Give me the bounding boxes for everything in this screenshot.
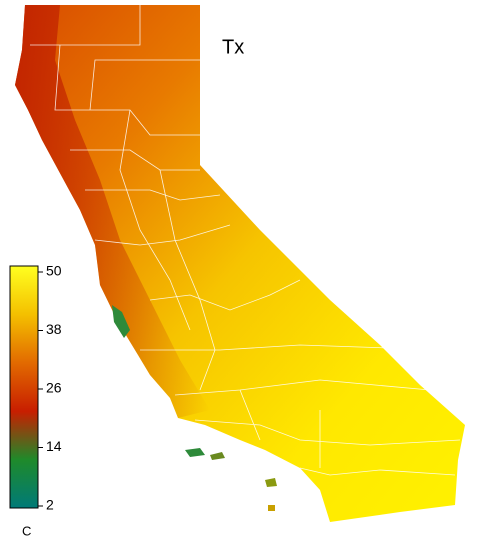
- colorbar-tick-label: 26: [46, 380, 62, 396]
- colorbar: 50 38 26 14 2: [9, 263, 62, 513]
- colorbar-tick-label: 14: [46, 438, 62, 454]
- state-shape: [15, 5, 465, 522]
- cool-zone: [112, 305, 130, 338]
- colorbar-tick-label: 38: [46, 321, 62, 337]
- island: [185, 448, 205, 457]
- colorbar-tick-label: 50: [46, 263, 62, 279]
- island: [210, 452, 225, 460]
- island: [265, 478, 277, 487]
- county-lines: [30, 5, 461, 476]
- colorbar-ramp: [9, 265, 39, 509]
- map-title: Tx: [222, 36, 244, 58]
- colorbar-tick-label: 2: [46, 497, 54, 513]
- coast-shade: [15, 5, 210, 418]
- colorbar-unit: C: [22, 523, 31, 538]
- island: [268, 505, 275, 511]
- california: [15, 5, 465, 522]
